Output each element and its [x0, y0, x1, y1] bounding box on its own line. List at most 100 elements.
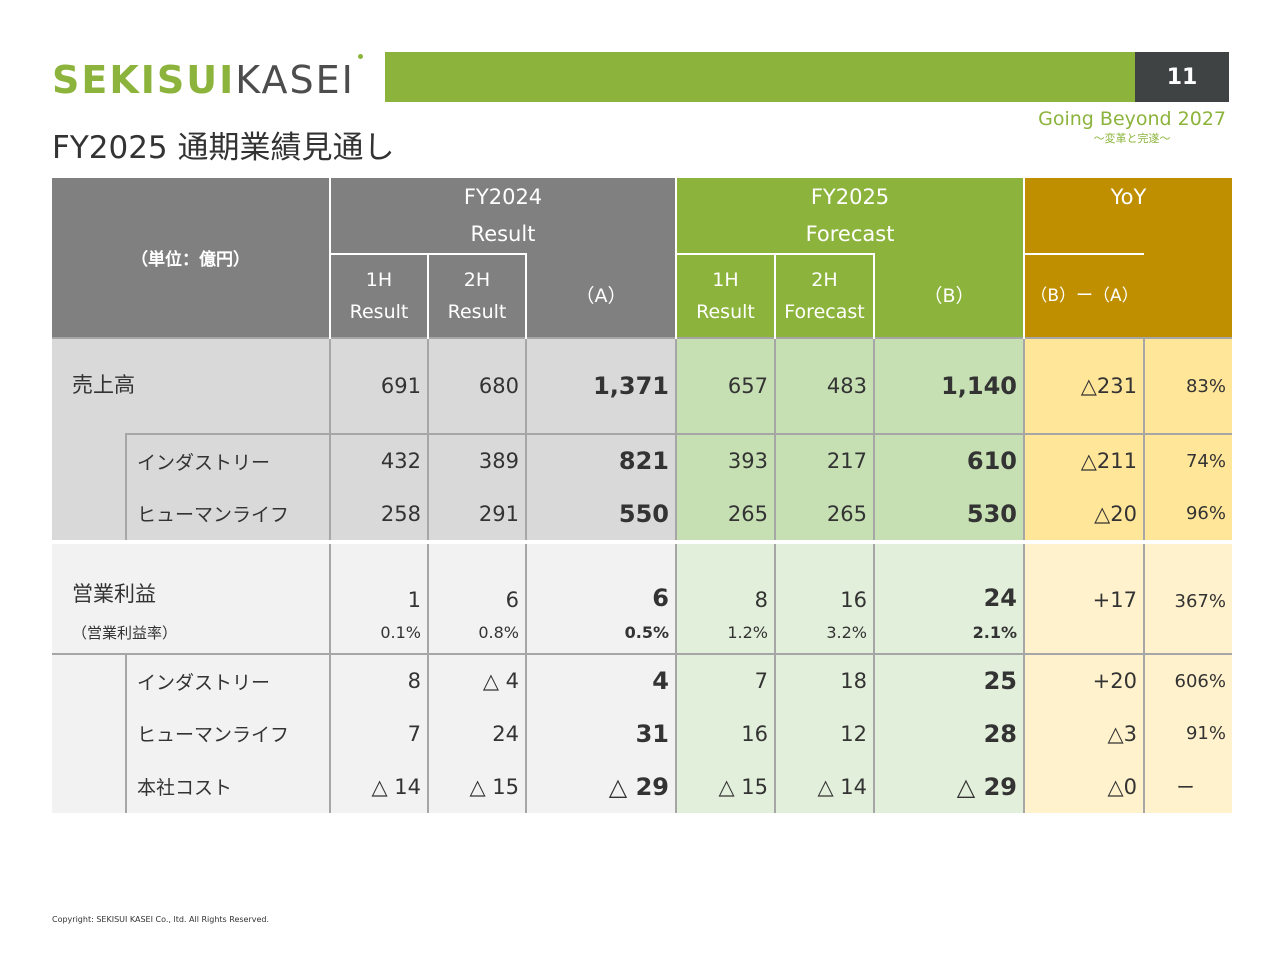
cell: 16: [675, 707, 775, 760]
header-fy2025-2h: 2H Forecast: [774, 253, 874, 338]
cell: 680: [427, 337, 526, 434]
header-b-minus-a: （B）ー（A）: [1023, 253, 1144, 338]
row-label-industry-sales: インダストリー: [125, 433, 330, 487]
header-fy2024-1h: 1H Result: [329, 253, 428, 338]
cell: 606%: [1143, 653, 1232, 707]
cell: 691: [329, 337, 428, 434]
header-fy2025-1h: 1H Result: [675, 253, 775, 338]
cell: 8: [329, 653, 428, 707]
cell: 25: [873, 653, 1024, 707]
header-yoy: YoY: [1023, 178, 1232, 254]
cell: 24: [427, 707, 526, 760]
cell: 0.5%: [525, 612, 676, 654]
cell: [1143, 612, 1232, 654]
cell: △ 14: [774, 760, 874, 813]
header-fy2025: FY2025 Forecast: [675, 178, 1024, 254]
header-accent-bar: [385, 52, 1135, 102]
cell: 31: [525, 707, 676, 760]
cell: △ 29: [525, 760, 676, 813]
cell: 16: [774, 544, 874, 612]
header-fy2024-year: FY2024: [463, 184, 543, 209]
cell: 28: [873, 707, 1024, 760]
row-label-op-margin: （営業利益率）: [52, 612, 330, 654]
header-fy2024: FY2024 Result: [329, 178, 676, 254]
cell: 8: [675, 544, 775, 612]
header-forecast: Forecast: [784, 301, 865, 323]
cell: 6: [525, 544, 676, 612]
header-2h: 2H: [811, 269, 838, 291]
cell: △ 15: [675, 760, 775, 813]
copyright-notice: Copyright: SEKISUI KASEI Co., ltd. All R…: [52, 915, 270, 924]
cell: 265: [774, 487, 874, 540]
cell: 2.1%: [873, 612, 1024, 654]
header-1h: 1H: [712, 269, 739, 291]
row-label-operating-profit: 営業利益: [52, 544, 330, 612]
cell: 96%: [1143, 487, 1232, 540]
cell: 530: [873, 487, 1024, 540]
cell: 550: [525, 487, 676, 540]
table-row: インダストリー 8 △ 4 4 7 18 25 +20 606%: [52, 653, 1232, 813]
table-row: 売上高 691 680 1,371 657 483 1,140 △231 83%: [52, 337, 1232, 434]
cell: [1023, 612, 1144, 654]
cell: 432: [329, 433, 428, 487]
cell: 1,371: [525, 337, 676, 434]
cell: 1.2%: [675, 612, 775, 654]
cell: △ 14: [329, 760, 428, 813]
cell: 657: [675, 337, 775, 434]
header-fy2025-year: FY2025: [810, 184, 890, 209]
cell: 610: [873, 433, 1024, 487]
forecast-table: （単位：億円） FY2024 Result FY2025 Forecast Yo…: [52, 178, 1232, 813]
tagline: Going Beyond 2027 〜変革と完遂〜: [1038, 108, 1226, 148]
cell: 4: [525, 653, 676, 707]
cell: 12: [774, 707, 874, 760]
tagline-main: Going Beyond 2027: [1038, 108, 1226, 130]
cell: △3: [1023, 707, 1144, 760]
row-label-humanlife-op: ヒューマンライフ: [125, 707, 330, 760]
table-row: 営業利益 1 6 6 8 16 24 +17 367%: [52, 544, 1232, 612]
cell: 83%: [1143, 337, 1232, 434]
cell: △211: [1023, 433, 1144, 487]
cell: 3.2%: [774, 612, 874, 654]
cell: 1,140: [873, 337, 1024, 434]
cell: 217: [774, 433, 874, 487]
cell: 265: [675, 487, 775, 540]
cell: 24: [873, 544, 1024, 612]
cell: 6: [427, 544, 526, 612]
page-title: FY2025 通期業績見通し: [52, 130, 395, 166]
row-label-industry-op: インダストリー: [125, 653, 330, 707]
cell: 258: [329, 487, 428, 540]
cell: 1: [329, 544, 428, 612]
table-row: インダストリー 432 389 821 393 217 610 △211 74%: [52, 433, 1232, 540]
table-row: ヒューマンライフ 7 24 31 16 12 28 △3 91%: [52, 707, 1232, 760]
table-row: 本社コスト △ 14 △ 15 △ 29 △ 15 △ 14 △ 29 △0 ー: [52, 760, 1232, 813]
header-a: （A）: [525, 254, 676, 338]
table-row: （営業利益率） 0.1% 0.8% 0.5% 1.2% 3.2% 2.1%: [52, 612, 1232, 654]
cell: 483: [774, 337, 874, 434]
cell: 0.8%: [427, 612, 526, 654]
cell: △0: [1023, 760, 1144, 813]
header-fy2024-2h: 2H Result: [427, 253, 526, 338]
cell: △ 29: [873, 760, 1024, 813]
logo-dot-icon: [357, 54, 363, 59]
header-result: Result: [349, 301, 409, 323]
header-1h: 1H: [365, 269, 393, 291]
header-fy2024-type: Result: [470, 221, 536, 246]
table-row: ヒューマンライフ 258 291 550 265 265 530 △20 96%: [52, 487, 1232, 540]
header-yoy-pct: [1144, 254, 1232, 338]
page-number: 11: [1135, 52, 1229, 102]
logo-text-kasei: KASEI: [235, 58, 355, 102]
cell: 821: [525, 433, 676, 487]
section-gap: [52, 540, 1232, 544]
cell: ー: [1143, 760, 1232, 813]
cell: 91%: [1143, 707, 1232, 760]
cell: +20: [1023, 653, 1144, 707]
cell: 393: [675, 433, 775, 487]
unit-label: （単位：億円）: [52, 178, 330, 338]
row-label-sales: 売上高: [52, 337, 330, 434]
indent-spacer: [52, 653, 126, 813]
header-fy2025-type: Forecast: [805, 221, 895, 246]
cell: △20: [1023, 487, 1144, 540]
cell: △ 15: [427, 760, 526, 813]
cell: 291: [427, 487, 526, 540]
cell: +17: [1023, 544, 1144, 612]
